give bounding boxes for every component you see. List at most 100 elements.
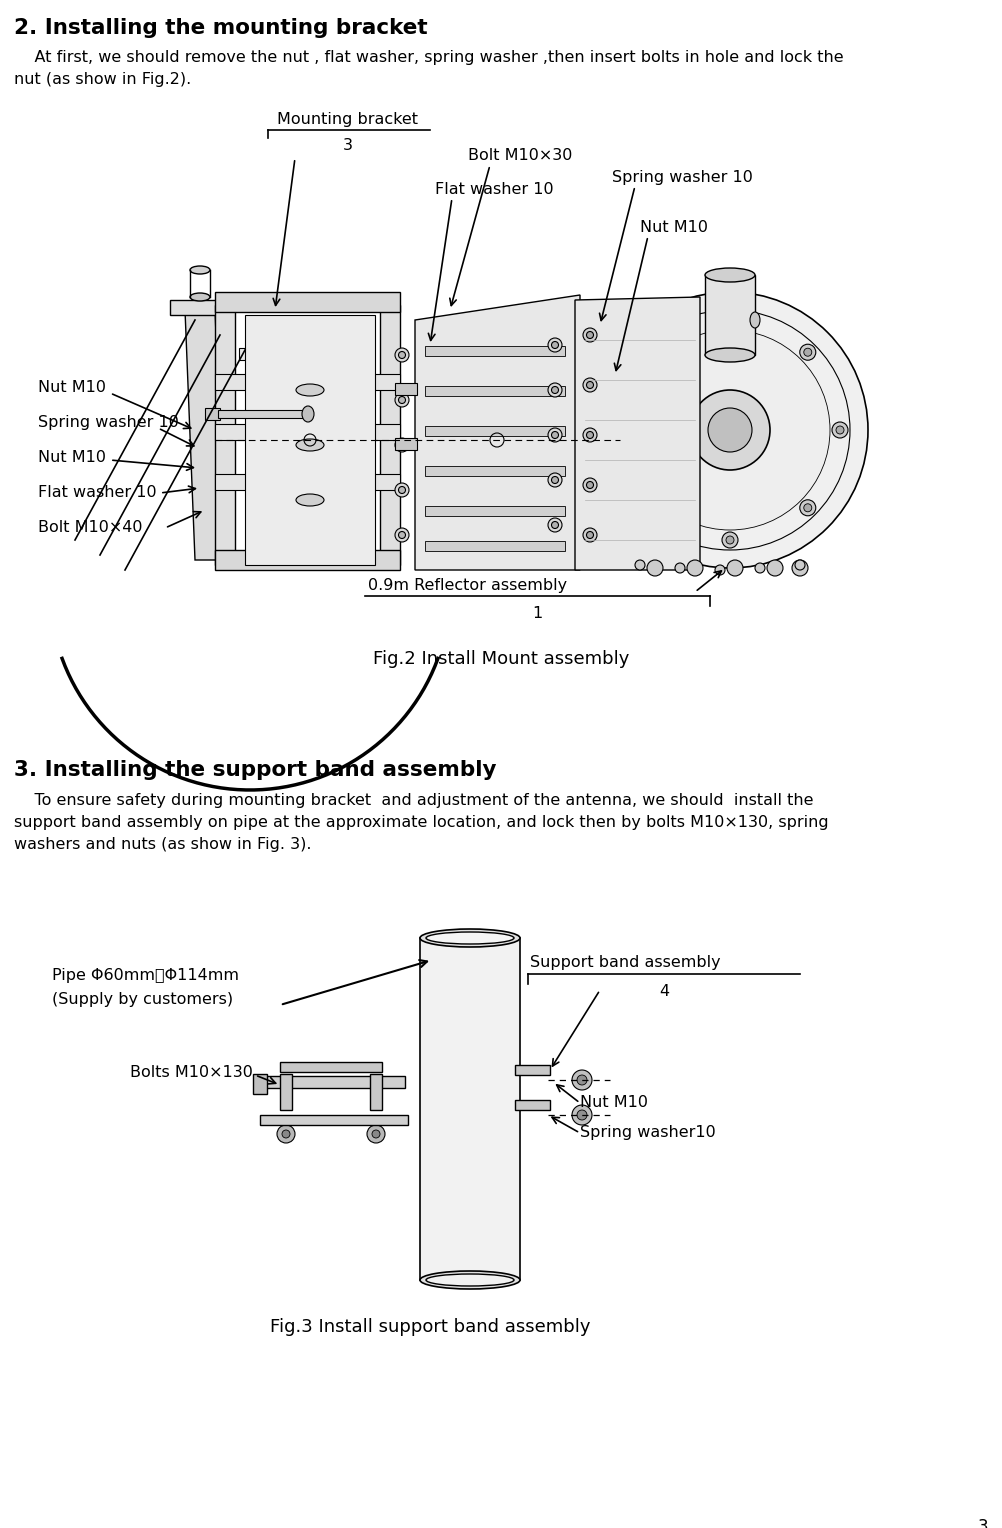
Circle shape [572, 1070, 592, 1089]
Bar [705, 275, 755, 354]
Bar [370, 1074, 382, 1109]
Bar [420, 938, 520, 1280]
Bar [215, 292, 400, 312]
Text: 1: 1 [532, 607, 542, 620]
Ellipse shape [548, 384, 562, 397]
Circle shape [372, 1131, 380, 1138]
Ellipse shape [548, 428, 562, 442]
Bar [280, 1074, 292, 1109]
Ellipse shape [190, 266, 210, 274]
Bar [214, 333, 226, 345]
Circle shape [592, 292, 868, 568]
Text: Spring washer 10: Spring washer 10 [612, 170, 753, 185]
Ellipse shape [586, 431, 593, 439]
Ellipse shape [705, 348, 755, 362]
Text: washers and nuts (as show in Fig. 3).: washers and nuts (as show in Fig. 3). [14, 837, 312, 853]
Circle shape [767, 559, 783, 576]
Text: nut (as show in Fig.2).: nut (as show in Fig.2). [14, 72, 191, 87]
Circle shape [687, 559, 703, 576]
Bar [260, 1115, 408, 1125]
Ellipse shape [395, 483, 409, 497]
Text: Pipe Φ60mm～Φ114mm: Pipe Φ60mm～Φ114mm [52, 969, 239, 983]
Bar [218, 410, 308, 419]
Ellipse shape [302, 406, 314, 422]
Text: Nut M10: Nut M10 [38, 380, 106, 396]
Ellipse shape [399, 396, 406, 403]
Ellipse shape [548, 338, 562, 351]
Text: Support band assembly: Support band assembly [530, 955, 720, 970]
Ellipse shape [420, 929, 520, 947]
Bar [280, 1062, 382, 1073]
Ellipse shape [296, 384, 324, 396]
Circle shape [708, 408, 752, 452]
Polygon shape [575, 296, 700, 570]
Ellipse shape [395, 393, 409, 406]
Text: 3. Installing the support band assembly: 3. Installing the support band assembly [14, 759, 497, 779]
Bar [395, 439, 417, 451]
Circle shape [722, 532, 738, 549]
Circle shape [722, 312, 738, 329]
Text: 0.9m Reflector assembly: 0.9m Reflector assembly [368, 578, 567, 593]
Text: 4: 4 [659, 984, 669, 999]
Bar [515, 1065, 550, 1076]
Text: 3: 3 [343, 138, 353, 153]
Bar [215, 374, 400, 390]
Ellipse shape [399, 351, 406, 359]
Bar [425, 506, 565, 516]
Ellipse shape [395, 439, 409, 452]
Text: 2. Installing the mounting bracket: 2. Installing the mounting bracket [14, 18, 428, 38]
Bar [189, 318, 201, 330]
Text: Fig.3 Install support band assembly: Fig.3 Install support band assembly [270, 1319, 590, 1335]
Ellipse shape [583, 377, 597, 393]
Ellipse shape [548, 474, 562, 487]
Ellipse shape [750, 312, 760, 329]
Ellipse shape [715, 565, 725, 575]
Bar [215, 423, 400, 440]
Bar [215, 550, 400, 570]
Ellipse shape [583, 529, 597, 542]
Text: At first, we should remove the nut , flat washer, spring washer ,then insert bol: At first, we should remove the nut , fla… [14, 50, 844, 66]
Ellipse shape [426, 1274, 514, 1287]
Circle shape [832, 422, 848, 439]
Ellipse shape [296, 494, 324, 506]
Text: Bolt M10×40: Bolt M10×40 [38, 520, 142, 535]
Circle shape [577, 1076, 587, 1085]
Text: Bolts M10×130: Bolts M10×130 [130, 1065, 253, 1080]
Circle shape [690, 390, 770, 471]
Bar [239, 348, 250, 361]
Circle shape [800, 500, 816, 516]
Circle shape [648, 504, 656, 512]
Ellipse shape [399, 486, 406, 494]
Ellipse shape [635, 559, 645, 570]
Circle shape [800, 344, 816, 361]
Ellipse shape [296, 439, 324, 451]
Circle shape [644, 344, 660, 361]
Bar [260, 1076, 405, 1088]
Polygon shape [415, 295, 580, 570]
Ellipse shape [583, 478, 597, 492]
Circle shape [648, 348, 656, 356]
Circle shape [726, 536, 734, 544]
Ellipse shape [586, 532, 593, 538]
Text: To ensure safety during mounting bracket  and adjustment of the antenna, we shou: To ensure safety during mounting bracket… [14, 793, 814, 808]
Circle shape [644, 500, 660, 516]
Ellipse shape [586, 481, 593, 489]
Circle shape [577, 1109, 587, 1120]
Polygon shape [170, 299, 230, 315]
Text: Flat washer 10: Flat washer 10 [38, 484, 156, 500]
Bar [253, 1074, 267, 1094]
Text: Flat washer 10: Flat washer 10 [435, 182, 554, 197]
Polygon shape [185, 310, 225, 559]
Ellipse shape [190, 293, 210, 301]
Bar [425, 387, 565, 396]
Text: Nut M10: Nut M10 [580, 1096, 648, 1109]
Text: Fig.2 Install Mount assembly: Fig.2 Install Mount assembly [373, 649, 629, 668]
Text: Nut M10: Nut M10 [640, 220, 708, 235]
Ellipse shape [583, 428, 597, 442]
Ellipse shape [395, 348, 409, 362]
Ellipse shape [551, 431, 558, 439]
Ellipse shape [551, 477, 558, 483]
Circle shape [612, 422, 628, 439]
Circle shape [616, 426, 624, 434]
Bar [425, 541, 565, 552]
